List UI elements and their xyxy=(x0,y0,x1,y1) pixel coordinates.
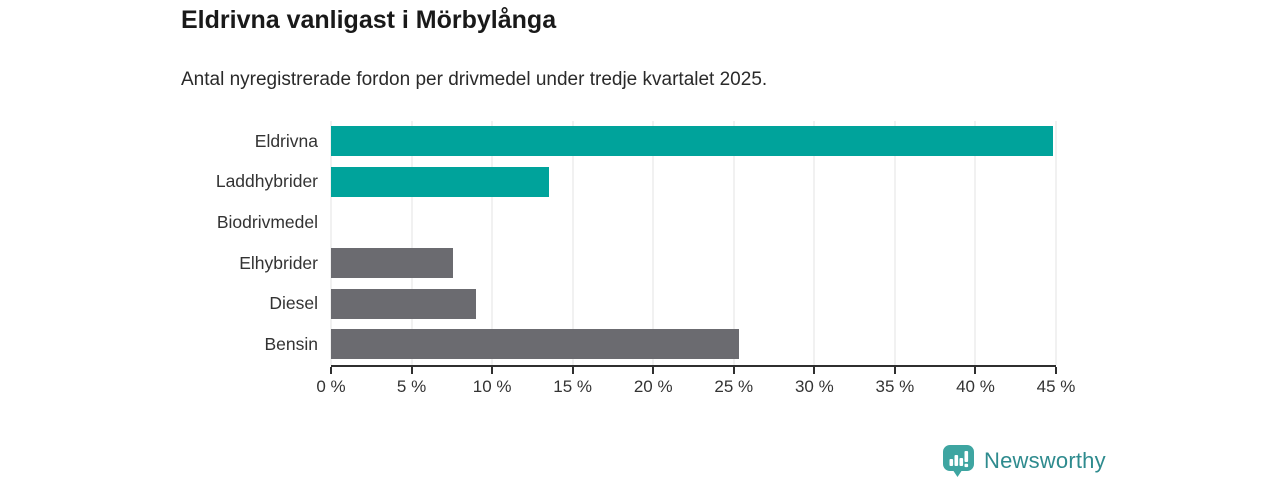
bar-row xyxy=(331,162,1056,203)
gridline xyxy=(330,121,332,365)
x-tick-label: 15 % xyxy=(553,377,593,396)
bar-row xyxy=(331,121,1056,162)
gridline xyxy=(733,121,735,365)
x-tick-mark xyxy=(330,367,332,374)
x-tick-mark xyxy=(410,367,413,374)
bar-row xyxy=(331,284,1056,325)
gridline xyxy=(1055,121,1057,365)
newsworthy-logo: Newsworthy xyxy=(941,444,1106,477)
gridline xyxy=(974,121,976,365)
bar-row xyxy=(331,243,1056,284)
chart-title: Eldrivna vanligast i Mörbylånga xyxy=(181,6,557,34)
category-label: Diesel xyxy=(269,293,318,314)
gridline xyxy=(572,121,574,365)
x-tick-label: 25 % xyxy=(714,377,754,396)
gridline xyxy=(894,121,896,365)
x-axis: 0 % 5 % 10 % 15 % 20 % 25 % 30 % 35 % 40 % 45 % xyxy=(316,367,1075,399)
gridline xyxy=(813,121,815,365)
bar-laddhybrider xyxy=(331,166,549,197)
y-axis-category-labels: Eldrivna Laddhybrider Biodrivmedel Elhybrid… xyxy=(0,121,318,365)
x-tick-mark xyxy=(652,367,655,374)
x-tick-label: 45 % xyxy=(1036,377,1076,396)
x-tick-mark xyxy=(571,367,574,374)
x-tick-label: 0 % xyxy=(316,377,346,396)
bar-diesel xyxy=(331,288,476,319)
bar-row xyxy=(331,324,1056,365)
bar-elhybrider xyxy=(331,248,454,278)
bar-row xyxy=(331,202,1056,243)
bar-eldrivna xyxy=(331,126,1053,156)
category-label: Laddhybrider xyxy=(215,171,318,192)
bar-bensin xyxy=(331,329,739,360)
category-label: Eldrivna xyxy=(254,130,318,151)
newsworthy-bubble-chart-icon xyxy=(943,445,974,477)
x-tick-mark xyxy=(491,367,494,374)
x-tick-mark xyxy=(1055,367,1057,374)
x-tick-mark xyxy=(974,367,977,374)
x-tick-label: 40 % xyxy=(956,377,995,396)
plot-area xyxy=(330,121,1057,367)
category-label: Bensin xyxy=(264,334,318,355)
newsworthy-wordmark: Newsworthy xyxy=(984,447,1106,473)
x-tick-label: 5 % xyxy=(396,377,427,396)
gridline xyxy=(652,121,654,365)
x-tick-mark xyxy=(732,367,735,374)
x-tick-label: 30 % xyxy=(794,377,834,396)
chart-subtitle: Antal nyregistrerade fordon per drivmede… xyxy=(181,69,768,90)
x-tick-label: 10 % xyxy=(472,377,512,396)
x-tick-mark xyxy=(893,367,896,374)
category-label: Elhybrider xyxy=(239,252,318,273)
x-tick-mark xyxy=(813,367,816,374)
x-tick-label: 20 % xyxy=(633,377,673,396)
gridline xyxy=(411,121,413,365)
x-tick-label: 35 % xyxy=(875,377,915,396)
category-label: Biodrivmedel xyxy=(216,212,318,233)
gridline xyxy=(491,121,493,365)
